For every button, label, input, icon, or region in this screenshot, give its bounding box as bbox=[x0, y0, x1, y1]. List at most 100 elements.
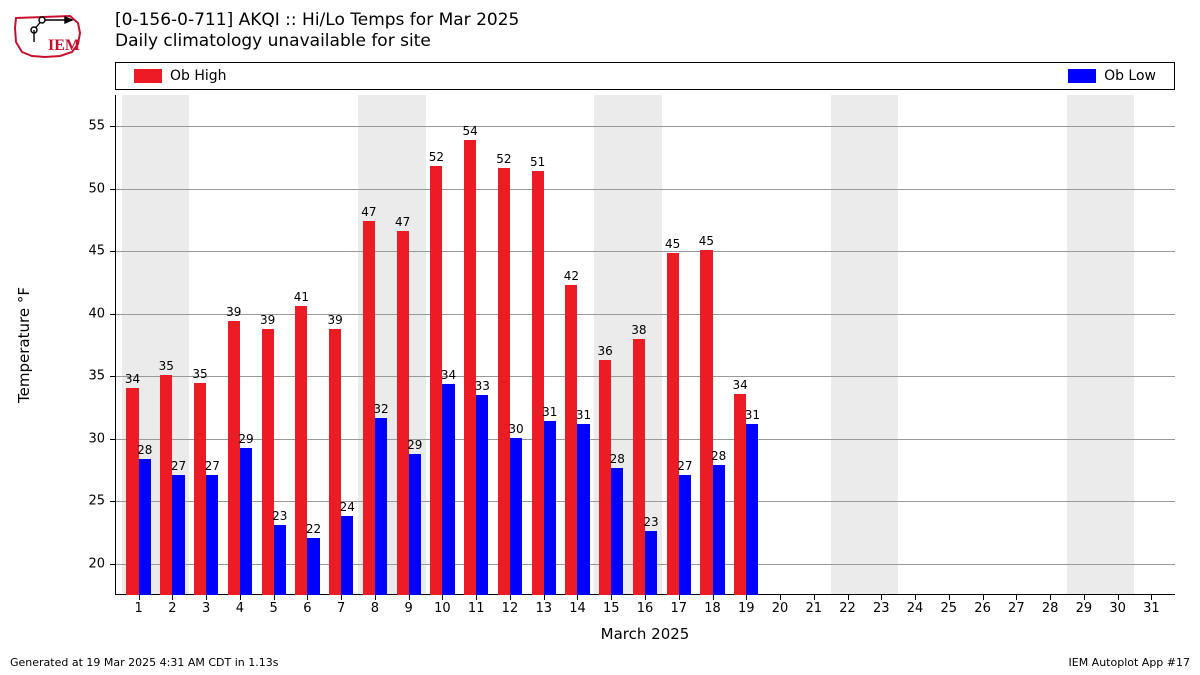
xtick-label: 29 bbox=[1076, 601, 1093, 616]
bar-label-high: 38 bbox=[631, 323, 646, 337]
xtick-label: 6 bbox=[303, 601, 311, 616]
xtick-mark bbox=[746, 595, 747, 600]
xtick-label: 15 bbox=[603, 601, 620, 616]
xtick-mark bbox=[476, 595, 477, 600]
bar-label-low: 31 bbox=[745, 408, 760, 422]
bar-high bbox=[329, 329, 341, 595]
xtick-label: 26 bbox=[974, 601, 991, 616]
xtick-mark bbox=[341, 595, 342, 600]
bar-label-low: 32 bbox=[373, 402, 388, 416]
bar-label-high: 45 bbox=[665, 237, 680, 251]
xtick-mark bbox=[442, 595, 443, 600]
xtick-mark bbox=[1118, 595, 1119, 600]
xtick-label: 10 bbox=[434, 601, 451, 616]
legend-item-high: Ob High bbox=[134, 68, 227, 84]
bar-low bbox=[746, 424, 758, 595]
bar-low bbox=[544, 421, 556, 595]
iem-logo: IEM bbox=[10, 8, 90, 63]
x-axis-title: March 2025 bbox=[115, 625, 1175, 643]
bar-high bbox=[565, 285, 577, 595]
bar-label-high: 39 bbox=[327, 313, 342, 327]
bar-label-low: 34 bbox=[441, 368, 456, 382]
gridline bbox=[115, 501, 1175, 502]
ytick-label: 35 bbox=[88, 369, 105, 384]
bar-label-high: 47 bbox=[395, 215, 410, 229]
ytick-label: 30 bbox=[88, 431, 105, 446]
bar-low bbox=[679, 475, 691, 595]
bar-low bbox=[375, 418, 387, 596]
bar-label-high: 39 bbox=[260, 313, 275, 327]
xtick-mark bbox=[139, 595, 140, 600]
xtick-label: 21 bbox=[806, 601, 823, 616]
xtick-mark bbox=[983, 595, 984, 600]
xtick-label: 24 bbox=[907, 601, 924, 616]
bar-low bbox=[713, 465, 725, 595]
xtick-label: 27 bbox=[1008, 601, 1025, 616]
bar-high bbox=[498, 168, 510, 596]
bar-low bbox=[139, 459, 151, 595]
bar-high bbox=[599, 360, 611, 595]
gridline bbox=[115, 439, 1175, 440]
y-axis-line bbox=[115, 95, 116, 595]
bar-low bbox=[510, 438, 522, 596]
bar-low bbox=[274, 525, 286, 595]
bar-high bbox=[295, 306, 307, 595]
xtick-label: 18 bbox=[704, 601, 721, 616]
ytick-label: 55 bbox=[88, 119, 105, 134]
gridline bbox=[115, 251, 1175, 252]
bar-label-low: 23 bbox=[643, 515, 658, 529]
xtick-mark bbox=[1084, 595, 1085, 600]
bar-label-low: 30 bbox=[508, 422, 523, 436]
gridline bbox=[115, 376, 1175, 377]
xtick-mark bbox=[949, 595, 950, 600]
xtick-label: 25 bbox=[941, 601, 958, 616]
xtick-label: 8 bbox=[371, 601, 379, 616]
bar-label-low: 31 bbox=[576, 408, 591, 422]
plot-area: 2025303540455055123456789101112131415161… bbox=[115, 95, 1175, 595]
xtick-mark bbox=[679, 595, 680, 600]
xtick-mark bbox=[206, 595, 207, 600]
xtick-mark bbox=[814, 595, 815, 600]
xtick-label: 5 bbox=[270, 601, 278, 616]
bar-label-low: 24 bbox=[340, 500, 355, 514]
xtick-label: 4 bbox=[236, 601, 244, 616]
bar-label-high: 41 bbox=[294, 290, 309, 304]
bar-label-high: 54 bbox=[462, 124, 477, 138]
ytick-label: 45 bbox=[88, 244, 105, 259]
xtick-mark bbox=[375, 595, 376, 600]
xtick-label: 30 bbox=[1109, 601, 1126, 616]
bar-low bbox=[442, 384, 454, 595]
weekend-band bbox=[1067, 95, 1135, 595]
ytick-label: 40 bbox=[88, 306, 105, 321]
xtick-mark bbox=[611, 595, 612, 600]
bar-low bbox=[240, 448, 252, 596]
xtick-mark bbox=[409, 595, 410, 600]
bar-low bbox=[341, 516, 353, 595]
bar-high bbox=[194, 383, 206, 596]
legend-label-high: Ob High bbox=[170, 68, 227, 84]
legend-item-low: Ob Low bbox=[1068, 68, 1156, 84]
bar-high bbox=[734, 394, 746, 595]
legend-label-low: Ob Low bbox=[1104, 68, 1156, 84]
xtick-label: 14 bbox=[569, 601, 586, 616]
xtick-mark bbox=[1151, 595, 1152, 600]
xtick-mark bbox=[172, 595, 173, 600]
xtick-label: 28 bbox=[1042, 601, 1059, 616]
xtick-label: 3 bbox=[202, 601, 210, 616]
title-line-2: Daily climatology unavailable for site bbox=[115, 31, 519, 52]
xtick-label: 31 bbox=[1143, 601, 1160, 616]
xtick-mark bbox=[307, 595, 308, 600]
xtick-label: 2 bbox=[168, 601, 176, 616]
xtick-mark bbox=[713, 595, 714, 600]
y-axis-title: Temperature °F bbox=[15, 95, 35, 595]
xtick-label: 9 bbox=[405, 601, 413, 616]
bar-label-high: 45 bbox=[699, 234, 714, 248]
xtick-label: 23 bbox=[873, 601, 890, 616]
xtick-label: 22 bbox=[839, 601, 856, 616]
bar-high bbox=[126, 388, 138, 596]
bar-label-high: 52 bbox=[496, 152, 511, 166]
bar-high bbox=[633, 339, 645, 595]
bar-label-low: 29 bbox=[238, 432, 253, 446]
bar-low bbox=[577, 424, 589, 595]
bar-low bbox=[611, 468, 623, 596]
